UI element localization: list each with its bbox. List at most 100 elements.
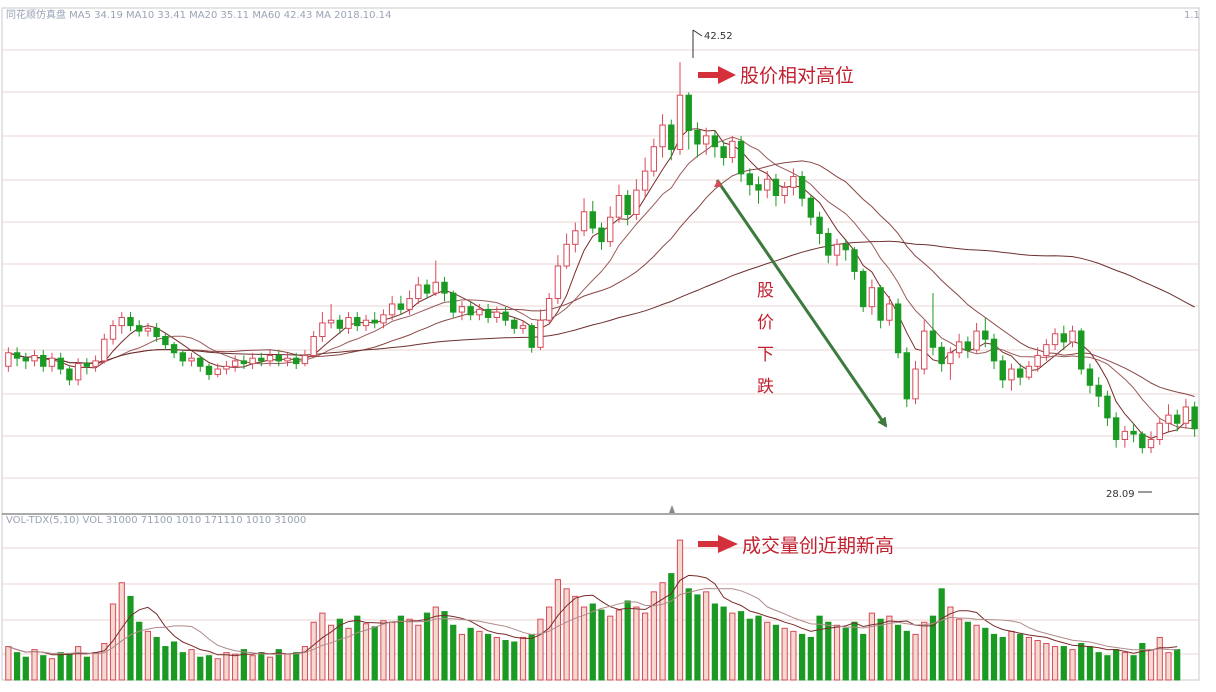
candle-down bbox=[40, 354, 47, 367]
ma5-line bbox=[8, 128, 1195, 439]
candle-up bbox=[1069, 330, 1076, 343]
volume-bar-up bbox=[1147, 649, 1155, 681]
volume-bar-down bbox=[598, 609, 605, 681]
candle-down bbox=[240, 360, 248, 365]
candle-down bbox=[258, 357, 265, 362]
candle-down bbox=[13, 352, 21, 359]
candle-up bbox=[650, 146, 658, 172]
volume-bar-up bbox=[537, 618, 544, 681]
volume-bar-up bbox=[75, 646, 82, 681]
candle-up bbox=[554, 265, 562, 300]
candle-up bbox=[1008, 368, 1015, 381]
candle-down bbox=[755, 184, 762, 191]
volume-bar-down bbox=[1104, 655, 1111, 681]
volume-bar-up bbox=[406, 618, 413, 681]
candle-down bbox=[772, 178, 780, 197]
volume-bar-down bbox=[66, 653, 73, 681]
price-fall-char-4: 跌 bbox=[757, 377, 774, 397]
volume-bar-down bbox=[755, 615, 762, 681]
ma20-line bbox=[8, 160, 1195, 397]
volume-bar-up bbox=[476, 630, 483, 681]
candle-up bbox=[284, 357, 291, 362]
candle-up bbox=[5, 352, 12, 367]
candle-down bbox=[179, 352, 187, 362]
candle-down bbox=[1104, 395, 1111, 419]
volume-bar-up bbox=[1156, 636, 1163, 681]
candle-down bbox=[293, 357, 300, 365]
volume-bar-down bbox=[694, 594, 701, 681]
candle-up bbox=[301, 354, 309, 365]
candle-up bbox=[790, 176, 797, 188]
candle-down bbox=[22, 357, 30, 362]
price-fall-char-3: 下 bbox=[757, 345, 774, 365]
volume-bar-down bbox=[851, 621, 858, 681]
candle-down bbox=[397, 303, 405, 310]
volume-bar-up bbox=[301, 646, 309, 681]
volume-bar-down bbox=[990, 633, 998, 681]
candle-down bbox=[66, 368, 73, 381]
candle-up bbox=[764, 178, 771, 191]
volume-bar-up bbox=[1165, 652, 1172, 681]
volume-bar-down bbox=[127, 595, 134, 681]
candle-down bbox=[502, 311, 509, 321]
volume-bar-down bbox=[240, 649, 247, 681]
candle-down bbox=[624, 195, 631, 215]
volume-bar-up bbox=[380, 620, 387, 681]
volume-bar-up bbox=[572, 595, 579, 681]
volume-bar-down bbox=[999, 636, 1006, 681]
volume-bar-up bbox=[31, 649, 38, 681]
candle-up bbox=[537, 319, 544, 348]
candle-down bbox=[903, 352, 910, 400]
volume-bar-down bbox=[1017, 633, 1024, 681]
volume-bar-down bbox=[1174, 649, 1181, 681]
candle-down bbox=[589, 211, 596, 229]
volume-bar-up bbox=[886, 615, 893, 681]
candle-down bbox=[1130, 430, 1137, 435]
volume-bar-down bbox=[685, 588, 692, 681]
volume-bar-up bbox=[1051, 646, 1059, 681]
volume-bar-down bbox=[336, 618, 343, 681]
candle-up bbox=[833, 243, 841, 256]
candle-down bbox=[746, 173, 753, 186]
candle-down bbox=[1173, 414, 1181, 424]
volume-average-lines bbox=[8, 574, 1178, 657]
candle-up bbox=[615, 195, 623, 218]
low-price-marker: 28.09 bbox=[1106, 489, 1152, 500]
volume-bar-down bbox=[40, 655, 47, 681]
candle-up bbox=[580, 211, 588, 232]
candle-down bbox=[197, 357, 204, 367]
volume-bar-down bbox=[1060, 646, 1067, 681]
candle-up bbox=[266, 354, 274, 362]
candle-down bbox=[467, 306, 474, 316]
volume-bar-up bbox=[493, 636, 500, 681]
volume-bar-up bbox=[676, 539, 684, 681]
volume-bar-down bbox=[511, 641, 518, 681]
candle-down bbox=[842, 243, 849, 251]
candle-down bbox=[685, 94, 692, 131]
volume-bar-up bbox=[703, 591, 710, 681]
volume-bar-down bbox=[275, 649, 282, 681]
candle-up bbox=[659, 124, 666, 148]
candle-down bbox=[1078, 330, 1085, 370]
candle-up bbox=[921, 330, 928, 370]
candle-down bbox=[484, 308, 492, 319]
candle-up bbox=[1147, 439, 1155, 449]
candle-up bbox=[519, 325, 527, 329]
candle-down bbox=[162, 335, 169, 346]
volume-bar-down bbox=[57, 652, 64, 681]
candle-down bbox=[275, 354, 282, 362]
candle-down bbox=[423, 284, 431, 294]
candle-up bbox=[458, 306, 466, 313]
candle-down bbox=[354, 317, 361, 327]
small-up-triangle bbox=[714, 179, 722, 187]
volume-bar-down bbox=[816, 615, 823, 681]
volume-bar-up bbox=[563, 588, 570, 681]
candle-up bbox=[92, 360, 99, 367]
candle-down bbox=[1191, 406, 1198, 430]
candle-up bbox=[1121, 430, 1129, 441]
candle-down bbox=[1112, 417, 1120, 441]
candle-up bbox=[1051, 333, 1059, 346]
candle-up bbox=[641, 170, 649, 191]
volume-bar-up bbox=[1121, 652, 1128, 681]
candle-down bbox=[938, 346, 945, 365]
